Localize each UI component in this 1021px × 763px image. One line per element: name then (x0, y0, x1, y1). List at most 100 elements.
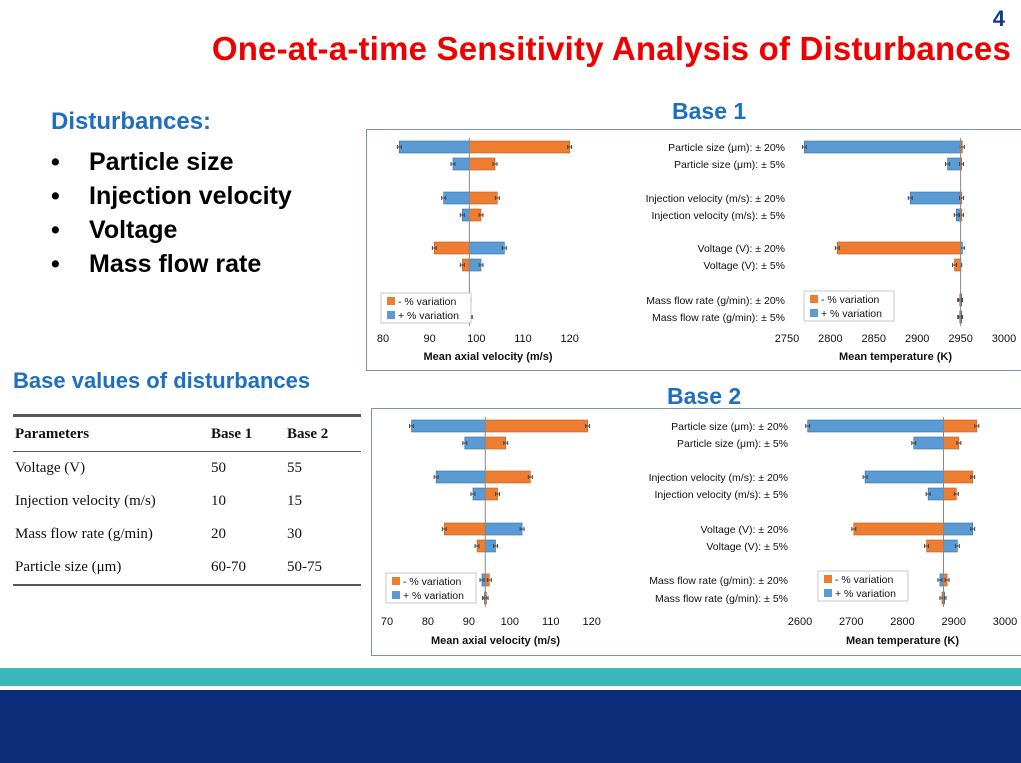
tick-label: 80 (377, 333, 389, 345)
bar-minus (444, 522, 486, 536)
legend-swatch-plus (387, 311, 395, 319)
legend-box (380, 292, 472, 324)
tick-label: 90 (424, 333, 436, 345)
bar-plus (804, 140, 961, 154)
x-axis-label: Mean temperature (K) (839, 351, 952, 363)
disturbance-label: Particle size (89, 148, 234, 176)
legend-box (385, 572, 477, 604)
footer-band (0, 690, 1021, 763)
bullet-icon: • (51, 250, 60, 278)
footer-accent-band (0, 668, 1021, 686)
bar-plus (435, 470, 486, 484)
slide-title: One-at-a-time Sensitivity Analysis of Di… (211, 30, 1011, 67)
base1-title: Base 1 (672, 98, 747, 124)
tick-label: 3000 (992, 333, 1016, 345)
base-values-table: Parameters Base 1 Base 2 Voltage (V) 50 … (13, 414, 361, 586)
table-header-row: Parameters Base 1 Base 2 (13, 415, 361, 452)
bullet-icon: • (51, 148, 60, 176)
legend-swatch-plus (810, 309, 818, 317)
bar-plus (464, 436, 486, 450)
category-label: Particle size (μm): ± 5% (677, 438, 788, 450)
table-cell: Voltage (V) (15, 460, 86, 476)
table-cell: Mass flow rate (g/min) (15, 526, 153, 542)
bar-minus (484, 470, 531, 484)
bar-plus (443, 191, 470, 205)
bar-plus (469, 241, 505, 255)
table-cell: 60-70 (209, 551, 285, 586)
bar-plus (399, 140, 470, 154)
table-cell: Injection velocity (m/s) (15, 493, 156, 509)
category-label: Mass flow rate (g/min): ± 20% (646, 295, 785, 307)
disturbance-label: Mass flow rate (89, 250, 262, 278)
category-label: Particle size (μm): ± 20% (671, 421, 788, 433)
legend-label: - % variation (403, 576, 462, 588)
tick-label: 110 (542, 616, 560, 628)
category-label: Voltage (V): ± 20% (701, 524, 788, 536)
x-axis-label: Mean axial velocity (m/s) (424, 351, 553, 363)
legend-label: + % variation (403, 590, 464, 602)
bar-plus (909, 191, 961, 205)
bar-minus (469, 191, 498, 205)
list-item: • Mass flow rate (51, 247, 292, 281)
bar-minus (837, 241, 961, 255)
base2-title: Base 2 (667, 383, 742, 409)
disturbance-label: Injection velocity (89, 182, 292, 210)
tick-label: 90 (463, 616, 475, 628)
disturbances-list: • Particle size • Injection velocity • Volt… (51, 145, 292, 281)
tick-label: 2750 (775, 333, 799, 345)
disturbance-label: Voltage (89, 216, 178, 244)
tick-label: 2850 (862, 333, 886, 345)
table-cell: 20 (211, 526, 226, 542)
table-row: Mass flow rate (g/min) 20 30 (13, 518, 361, 551)
tick-label: 100 (467, 333, 485, 345)
tick-label: 2900 (942, 616, 966, 628)
column-header: Base 1 (209, 415, 285, 452)
category-label: Mass flow rate (g/min): ± 20% (649, 575, 788, 587)
base2-velocity-chart: 70 80 90 100 110 120 Mean axial velocity (m/s)… (381, 417, 601, 647)
disturbances-heading: Disturbances: (51, 108, 212, 135)
list-item: • Particle size (51, 145, 292, 179)
legend-label: + % variation (821, 308, 882, 320)
category-label: Voltage (V): ± 5% (703, 260, 785, 272)
bar-minus (469, 157, 496, 171)
legend-swatch-minus (810, 295, 818, 303)
tick-label: 2900 (905, 333, 929, 345)
bar-minus (853, 522, 944, 536)
list-item: • Injection velocity (51, 179, 292, 213)
bar-plus (913, 436, 944, 450)
bar-minus (484, 436, 507, 450)
category-label: Voltage (V): ± 20% (698, 243, 785, 255)
table-cell: Particle size (μm) (13, 551, 209, 586)
legend-label: + % variation (835, 588, 896, 600)
category-label: Mass flow rate (g/min): ± 5% (655, 593, 788, 605)
legend-box (803, 290, 895, 322)
base1-velocity-chart: 80 90 100 110 120 Mean axial velocity (m/s) - … (377, 138, 579, 363)
bullet-icon: • (51, 182, 60, 210)
tick-label: 2800 (890, 616, 914, 628)
table-cell: 50-75 (285, 551, 361, 586)
table-cell: 55 (287, 460, 302, 476)
category-label: Injection velocity (m/s): ± 5% (651, 210, 785, 222)
category-label: Injection velocity (m/s): ± 20% (646, 193, 785, 205)
legend-swatch-minus (824, 575, 832, 583)
category-label: Injection velocity (m/s): ± 20% (649, 472, 788, 484)
bullet-icon: • (51, 216, 60, 244)
bar-plus (411, 419, 486, 433)
category-label: Particle size (μm): ± 20% (668, 142, 785, 154)
base2-temperature-chart: Particle size (μm): ± 20% Particle size (… (649, 417, 1017, 647)
tick-label: 80 (422, 616, 434, 628)
tick-label: 2800 (818, 333, 842, 345)
column-header: Base 2 (285, 415, 361, 452)
bar-minus (943, 470, 974, 484)
table-row: Particle size (μm) 60-70 50-75 (13, 551, 361, 586)
table-cell: 10 (211, 493, 226, 509)
bar-minus (943, 419, 978, 433)
base1-temperature-chart: Particle size (μm): ± 20% Particle size (… (646, 138, 1016, 363)
legend-label: - % variation (398, 296, 457, 308)
category-label: Particle size (μm): ± 5% (674, 159, 785, 171)
tick-label: 110 (514, 333, 532, 345)
base-values-heading: Base values of disturbances (13, 368, 311, 393)
bar-plus (864, 470, 944, 484)
bar-minus (469, 140, 570, 154)
table-cell: 15 (287, 493, 302, 509)
